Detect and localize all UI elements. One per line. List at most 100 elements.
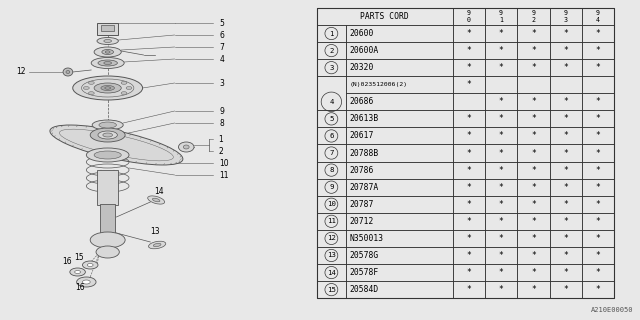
Text: *: * [563,200,568,209]
Text: *: * [467,217,471,226]
Text: *: * [531,114,536,124]
Bar [317,179,346,196]
Text: *: * [531,285,536,294]
Bar [346,145,452,162]
Text: *: * [531,63,536,72]
Bar [517,127,550,145]
Bar [485,281,517,298]
Bar [485,247,517,264]
Text: *: * [563,268,568,277]
Ellipse shape [102,133,113,137]
Bar [582,25,614,42]
Text: *: * [467,80,471,89]
Text: 20600: 20600 [349,29,374,38]
Bar [485,230,517,247]
Ellipse shape [99,122,116,128]
Bar [452,76,485,93]
Ellipse shape [92,120,123,130]
Bar [517,145,550,162]
Text: *: * [596,165,600,175]
Ellipse shape [98,60,117,66]
Ellipse shape [96,131,119,139]
Bar [452,162,485,179]
Ellipse shape [86,148,129,162]
Bar [317,42,346,59]
Bar [485,59,517,76]
Bar [582,247,614,264]
Text: *: * [467,63,471,72]
Text: *: * [596,148,600,157]
Text: 20686: 20686 [349,97,374,106]
Bar [517,76,550,93]
Text: *: * [467,165,471,175]
Ellipse shape [102,50,113,54]
Text: *: * [531,200,536,209]
Ellipse shape [66,70,70,74]
Text: 13: 13 [150,228,160,236]
Bar [582,213,614,230]
Bar [485,25,517,42]
Text: *: * [596,114,600,124]
Bar [346,196,452,213]
Ellipse shape [70,268,85,276]
Text: *: * [563,217,568,226]
Bar [517,196,550,213]
Bar [582,76,614,93]
Text: *: * [467,46,471,55]
Ellipse shape [154,244,161,247]
Bar [346,213,452,230]
Ellipse shape [152,198,160,202]
Bar [452,93,485,110]
Text: *: * [499,114,504,124]
Bar [452,213,485,230]
Text: *: * [596,234,600,243]
Bar [550,162,582,179]
Text: *: * [499,148,504,157]
Text: *: * [499,183,504,192]
Bar [517,110,550,127]
Text: 9: 9 [531,10,536,16]
Text: 1: 1 [218,134,223,143]
Ellipse shape [121,92,127,95]
Text: 5: 5 [220,19,224,28]
Bar [550,110,582,127]
Text: *: * [531,183,536,192]
Text: *: * [467,200,471,209]
Ellipse shape [50,125,183,165]
Text: 1: 1 [329,30,333,36]
Text: 3: 3 [564,17,568,23]
Bar [550,230,582,247]
Text: *: * [499,132,504,140]
Bar [582,145,614,162]
Text: 14: 14 [154,188,164,196]
Bar [346,127,452,145]
Text: 20712: 20712 [349,217,374,226]
Text: 3: 3 [220,78,224,87]
Text: *: * [563,29,568,38]
Bar [317,247,346,264]
Text: *: * [596,217,600,226]
Bar [550,264,582,281]
Bar [582,179,614,196]
Bar [452,264,485,281]
Bar [485,162,517,179]
Text: 0: 0 [467,17,471,23]
Bar [317,196,346,213]
Bar [346,179,452,196]
Text: 8: 8 [220,118,224,127]
Text: 2: 2 [329,48,333,53]
Bar [550,127,582,145]
Text: *: * [499,217,504,226]
Ellipse shape [148,241,166,249]
Text: 4: 4 [329,99,333,105]
Bar [317,264,346,281]
Text: 11: 11 [327,218,336,224]
Ellipse shape [90,128,125,142]
Bar [485,179,517,196]
Text: 12: 12 [327,236,336,241]
Bar [517,213,550,230]
Text: *: * [499,285,504,294]
Bar [517,59,550,76]
Ellipse shape [63,68,73,76]
Text: 15: 15 [74,253,83,262]
